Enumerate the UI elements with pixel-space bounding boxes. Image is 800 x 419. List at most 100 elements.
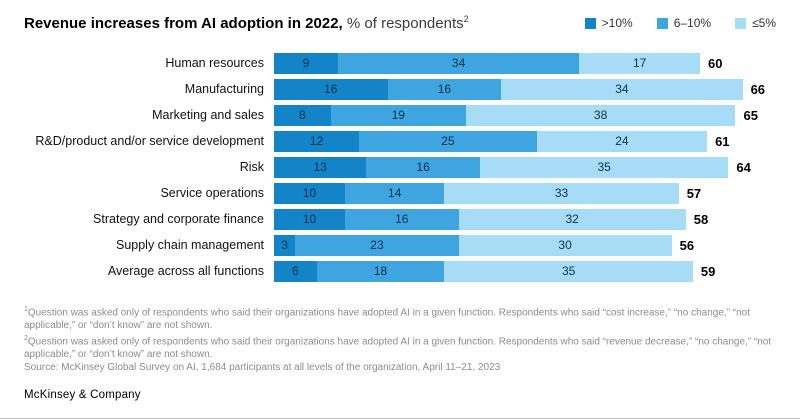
segment-value: 19 (391, 108, 405, 123)
bar-total: 59 (700, 263, 716, 279)
bar-segment: 19 (330, 104, 466, 126)
segment-value: 35 (561, 264, 576, 279)
chart-title-subtitle: % of respondents (346, 15, 464, 32)
category-label: Risk (239, 160, 264, 175)
legend: >10% 6–10% ≤5% (584, 14, 776, 30)
category-label: Strategy and corporate finance (93, 212, 264, 227)
footnote-2-text: Question was asked only of respondents w… (24, 336, 772, 361)
stacked-bar: 16 16 34 (274, 78, 743, 100)
stacked-bar: 13 16 35 (274, 156, 729, 178)
brand-logo: McKinsey & Company (24, 389, 141, 401)
segment-value: 13 (313, 160, 327, 175)
segment-value: 23 (370, 238, 384, 253)
legend-item: ≤5% (735, 16, 776, 30)
segment-value: 8 (299, 108, 306, 123)
category-label: Average across all functions (107, 264, 264, 279)
chart-title: Revenue increases from AI adoption in 20… (24, 14, 469, 34)
bar-segment: 33 (444, 182, 679, 204)
segment-value: 32 (565, 212, 579, 227)
category-label: R&D/product and/or service development (35, 134, 264, 149)
bar-total: 57 (686, 185, 702, 201)
segment-value: 10 (302, 212, 317, 227)
title-footnote-marker: 2 (463, 14, 469, 24)
bar-total: 56 (679, 237, 695, 253)
footer: McKinsey & Company (24, 385, 141, 403)
legend-item: 6–10% (656, 16, 711, 30)
bar-segment: 12 (274, 130, 360, 152)
legend-swatch-icon (656, 17, 668, 29)
chart-row: Service operations 10 14 33 57 (24, 182, 776, 204)
bar-total: 58 (693, 211, 709, 227)
legend-label: >10% (601, 16, 633, 30)
segment-value: 25 (441, 134, 455, 149)
segment-value: 6 (291, 264, 299, 279)
bar-segment: 25 (359, 130, 537, 152)
bar-segment: 35 (479, 156, 729, 178)
chart-title-bold: Revenue increases from AI adoption in 20… (24, 15, 343, 32)
legend-label: ≤5% (752, 16, 776, 30)
legend-swatch-icon (735, 17, 747, 29)
footnote-2-marker: 2 (24, 335, 28, 343)
segment-value: 38 (593, 108, 608, 123)
bar-segment: 16 (274, 78, 388, 100)
segment-value: 12 (309, 134, 324, 149)
chart-row: Manufacturing 16 16 34 66 (24, 78, 776, 100)
bar-segment: 23 (295, 234, 459, 256)
source-line: Source: McKinsey Global Survey on AI, 1,… (24, 362, 501, 374)
bar-segment: 38 (465, 104, 736, 126)
segment-value: 24 (615, 134, 629, 149)
stacked-bar: 12 25 24 (274, 130, 708, 152)
bar-total: 66 (750, 81, 766, 97)
bar-segment: 14 (345, 182, 445, 204)
bar-total: 65 (743, 107, 758, 123)
bar-segment: 16 (345, 208, 459, 230)
chart-row: Marketing and sales 8 19 38 65 (24, 104, 776, 126)
segment-value: 10 (302, 186, 317, 201)
stacked-bar: 6 18 35 (274, 260, 693, 282)
stacked-bar: 3 23 30 (274, 234, 672, 256)
legend-item: >10% (584, 16, 633, 30)
bar-segment: 34 (501, 78, 743, 100)
segment-value: 14 (388, 186, 402, 201)
bar-segment: 18 (316, 260, 445, 282)
bar-total: 64 (736, 159, 751, 175)
category-label: Manufacturing (184, 82, 264, 97)
chart-row: R&D/product and/or service development 12… (24, 130, 776, 152)
segment-value: 35 (597, 160, 611, 175)
segment-value: 16 (416, 160, 430, 175)
segment-value: 18 (373, 264, 388, 279)
footnote-2: 2Question was asked only of respondents … (24, 332, 776, 361)
footnote-1: 1Question was asked only of respondents … (24, 303, 776, 332)
stacked-bar-chart: Human resources 9 34 17 60 Manufacturing 16 16 3… (24, 52, 776, 282)
segment-value: 16 (437, 82, 452, 97)
bar-segment: 35 (444, 260, 693, 282)
segment-value: 33 (554, 186, 569, 201)
segment-value: 30 (558, 238, 572, 253)
bar-segment: 10 (274, 208, 345, 230)
bar-segment: 17 (579, 52, 700, 74)
segment-value: 17 (632, 56, 647, 71)
bar-segment: 24 (536, 130, 708, 152)
bar-segment: 34 (337, 52, 580, 74)
bar-segment: 16 (366, 156, 480, 178)
chart-row: Risk 13 16 35 64 (24, 156, 776, 178)
segment-value: 3 (281, 238, 288, 253)
category-label: Service operations (160, 186, 264, 201)
legend-swatch-icon (584, 17, 596, 29)
segment-value: 9 (302, 56, 310, 71)
segment-value: 34 (615, 82, 629, 97)
stacked-bar: 10 16 32 (274, 208, 686, 230)
chart-row: Average across all functions 6 18 35 59 (24, 260, 776, 282)
segment-value: 34 (451, 56, 466, 71)
category-label: Supply chain management (115, 238, 264, 253)
bar-segment: 6 (274, 260, 317, 282)
stacked-bar: 9 34 17 (274, 52, 700, 74)
stacked-bar: 10 14 33 (274, 182, 679, 204)
bar-segment: 9 (274, 52, 338, 74)
chart-row: Supply chain management 3 23 30 56 (24, 234, 776, 256)
footnote-1-marker: 1 (24, 305, 28, 313)
bar-segment: 30 (458, 234, 672, 256)
category-label: Marketing and sales (152, 108, 264, 123)
footnotes: 1 Question was asked only of respondents … (24, 303, 776, 375)
